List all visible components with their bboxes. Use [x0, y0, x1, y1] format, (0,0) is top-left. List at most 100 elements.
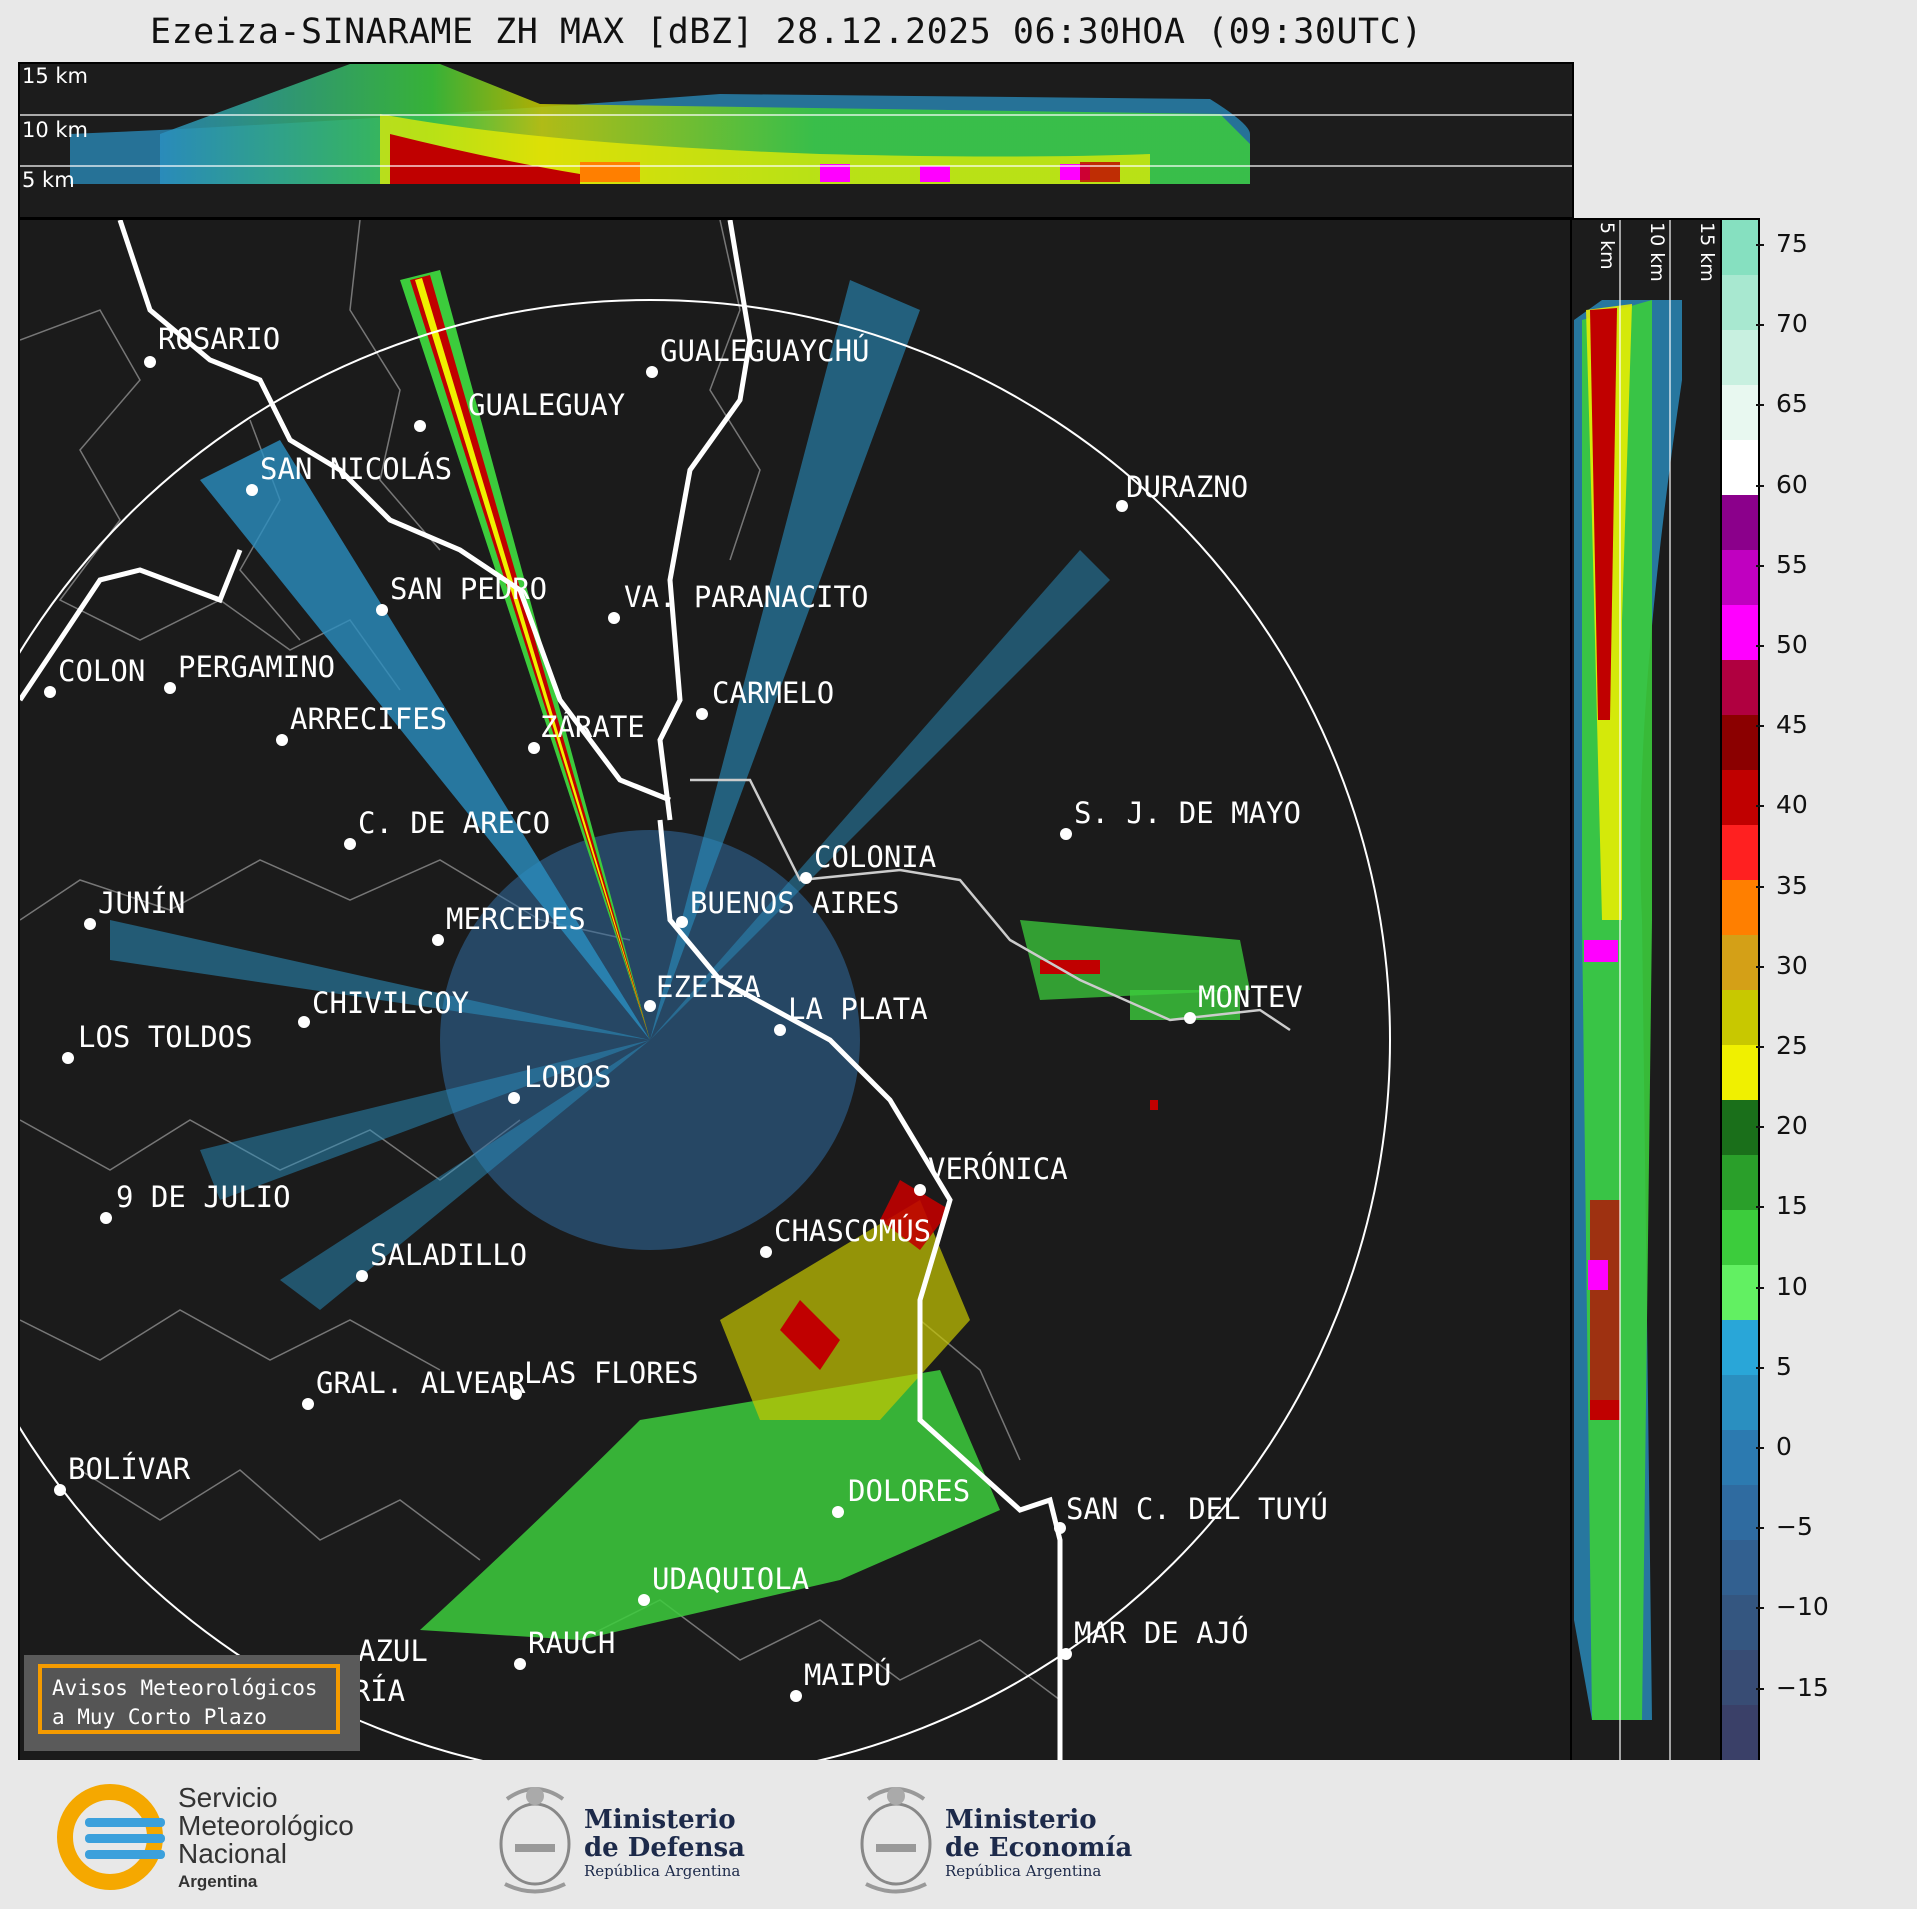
colorbar-segment: [1722, 495, 1758, 551]
colorbar-tick-label: 0: [1776, 1432, 1792, 1461]
city-label-va-paranacito: VA. PARANACITO: [624, 580, 869, 614]
city-label-bolivar: BOLÍVAR: [68, 1452, 191, 1486]
city-label-veronica: VERÓNICA: [928, 1152, 1068, 1186]
colorbar-tick-label: 40: [1776, 790, 1808, 820]
city-label-udaquiola: UDAQUIOLA: [652, 1562, 810, 1596]
height-label-5km: 5 km: [22, 168, 75, 192]
side-height-label-10km: 10 km: [1646, 222, 1668, 282]
city-label-montevideo: MONTEV: [1198, 980, 1303, 1014]
notice-box[interactable]: Avisos Meteorológicos a Muy Corto Plazo: [38, 1664, 340, 1734]
colorbar-segment: [1722, 1265, 1758, 1321]
city-marker-dolores: [832, 1506, 844, 1518]
city-label-chascomus: CHASCOMÚS: [774, 1214, 932, 1248]
colorbar-tick-label: 70: [1776, 309, 1808, 339]
city-label-san-c-del-tuyu: SAN C. DEL TUYÚ: [1066, 1492, 1328, 1526]
colorbar-segment: [1722, 385, 1758, 441]
city-marker-junin: [84, 918, 96, 930]
radar-map[interactable]: ROSARIO GUALEGUAYCHÚ GUALEGUAY SAN NICOL…: [18, 218, 1574, 1762]
colorbar-segment: [1722, 1485, 1758, 1541]
city-marker-bolivar: [54, 1484, 66, 1496]
city-marker-va-paranacito: [608, 612, 620, 624]
colorbar-segment: [1722, 990, 1758, 1046]
coastline-and-rivers: [20, 220, 1063, 1760]
notice-line-2: a Muy Corto Plazo: [52, 1705, 267, 1729]
colorbar-segment: [1722, 1430, 1758, 1486]
city-label-rauch: RAUCH: [528, 1626, 616, 1660]
colorbar-segment: [1722, 880, 1758, 936]
city-label-durazno: DURAZNO: [1126, 470, 1249, 504]
colorbar-segment: [1722, 770, 1758, 826]
colorbar-tick-mark: [1756, 564, 1764, 567]
colorbar: [1720, 218, 1760, 1762]
city-label-los-toldos: LOS TOLDOS: [78, 1020, 253, 1054]
colorbar-tick-label: 50: [1776, 630, 1808, 659]
colorbar-tick-mark: [1756, 1607, 1764, 1610]
colorbar-segment: [1722, 1540, 1758, 1596]
city-label-buenos-aires: BUENOS AIRES: [690, 886, 900, 920]
city-marker-gualeguaychu: [646, 366, 658, 378]
city-label-c-de-areco: C. DE ARECO: [358, 806, 551, 840]
city-label-arrecifes: ARRECIFES: [290, 702, 448, 736]
colorbar-segment: [1722, 275, 1758, 331]
colorbar-tick-mark: [1756, 725, 1764, 728]
city-label-las-flores: LAS FLORES: [524, 1356, 699, 1390]
city-label-pergamino: PERGAMINO: [178, 650, 336, 684]
colorbar-tick-label: 30: [1776, 950, 1808, 980]
city-label-sj-de-mayo: S. J. DE MAYO: [1074, 796, 1301, 830]
ministerio-defensa: Ministerio de Defensa República Argentin…: [584, 1806, 745, 1880]
smn-line-4: Argentina: [178, 1872, 258, 1891]
city-label-san-nicolas: SAN NICOLÁS: [260, 452, 453, 486]
city-marker-ezeiza: [644, 1000, 656, 1012]
city-marker-maipu: [790, 1690, 802, 1702]
city-label-junin: JUNÍN: [98, 886, 186, 920]
colorbar-tick-label: 65: [1776, 389, 1808, 419]
city-label-9-de-julio: 9 DE JULIO: [116, 1180, 291, 1214]
coat-of-arms-icon: [860, 1787, 932, 1894]
colorbar-segment: [1722, 715, 1758, 771]
colorbar-tick-mark: [1756, 484, 1764, 487]
height-label-15km: 15 km: [22, 64, 89, 88]
city-marker-buenos-aires: [676, 916, 688, 928]
smn-line-3: Nacional: [178, 1838, 287, 1869]
colorbar-segment: [1722, 220, 1758, 276]
eco-line-2: de Economía: [945, 1833, 1133, 1863]
colorbar-tick-label: 35: [1776, 870, 1808, 900]
city-marker-zarate: [528, 742, 540, 754]
city-marker-colon: [44, 686, 56, 698]
city-label-dolores: DOLORES: [848, 1474, 971, 1508]
colorbar-tick-mark: [1756, 805, 1764, 808]
city-marker-veronica: [914, 1184, 926, 1196]
city-marker-gualeguay: [414, 420, 426, 432]
smn-line-1: Servicio: [178, 1782, 278, 1813]
colorbar-tick-mark: [1756, 1687, 1764, 1690]
city-label-colonia: COLONIA: [814, 840, 937, 874]
def-line-1: Ministerio: [584, 1805, 736, 1835]
colorbar-tick-label: 55: [1776, 549, 1808, 579]
city-label-san-pedro: SAN PEDRO: [390, 572, 548, 606]
colorbar-tick-mark: [1756, 324, 1764, 327]
colorbar-segment: [1722, 1650, 1758, 1706]
colorbar-segment: [1722, 440, 1758, 496]
city-label-colon: COLON: [58, 654, 146, 688]
city-marker-san-nicolas: [246, 484, 258, 496]
colorbar-tick-mark: [1756, 1046, 1764, 1048]
colorbar-tick-mark: [1756, 1286, 1764, 1289]
city-label-maipu: MAIPÚ: [804, 1658, 892, 1692]
city-marker-9-de-julio: [100, 1212, 112, 1224]
colorbar-segment: [1722, 1210, 1758, 1266]
city-marker-pergamino: [164, 682, 176, 694]
city-marker-carmelo: [696, 708, 708, 720]
side-cross-section-plot: [1574, 220, 1682, 1760]
ministerio-economia: Ministerio de Economía República Argenti…: [945, 1806, 1132, 1880]
city-marker-los-toldos: [62, 1052, 74, 1064]
colorbar-tick-label: 45: [1776, 710, 1808, 740]
top-cross-section-plot: [20, 64, 1572, 184]
city-marker-colonia: [800, 872, 812, 884]
colorbar-tick-label: −15: [1776, 1672, 1829, 1702]
city-marker-arrecifes: [276, 734, 288, 746]
colorbar-segment: [1722, 1705, 1758, 1761]
city-marker-durazno: [1116, 500, 1128, 512]
colorbar-segment: [1722, 1155, 1758, 1211]
footer: Servicio Meteorológico Nacional Argentin…: [0, 1760, 1917, 1909]
city-label-chivilcoy: CHIVILCOY: [312, 986, 470, 1020]
